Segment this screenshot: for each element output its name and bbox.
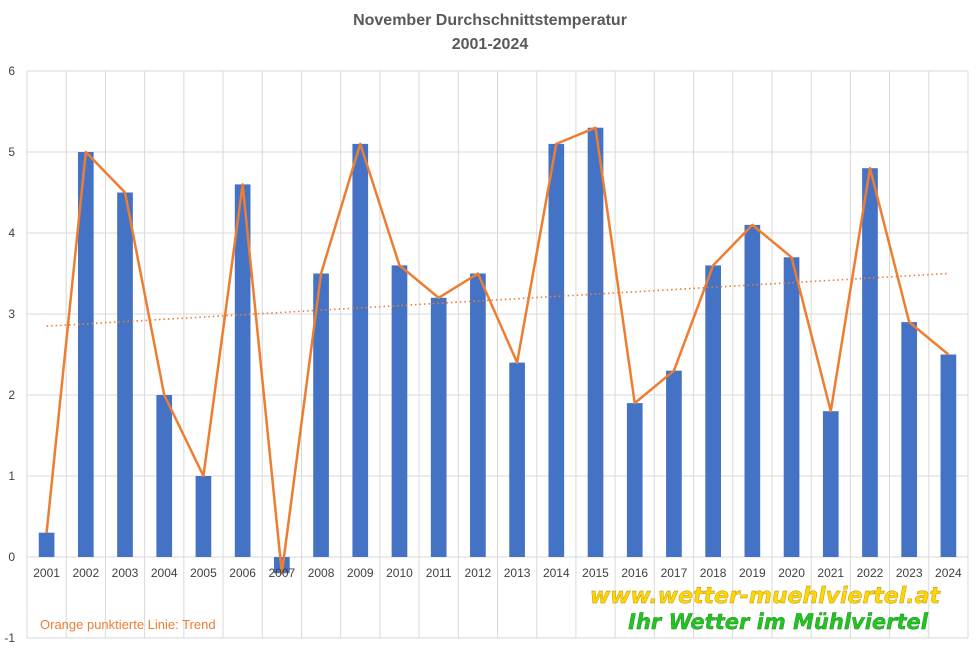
bar-2016: [626, 403, 643, 557]
x-tick-label: 2005: [190, 566, 217, 580]
chart-subtitle: 2001-2024: [452, 36, 529, 53]
x-tick-label: 2024: [935, 566, 962, 580]
x-tick-label: 2012: [465, 566, 492, 580]
trend-annotation: Orange punktierte Linie: Trend: [40, 617, 216, 632]
bar-2010: [391, 265, 408, 557]
x-tick-label: 2015: [582, 566, 609, 580]
y-tick-label: 6: [8, 64, 15, 78]
bar-2014: [548, 143, 565, 557]
x-tick-label: 2016: [621, 566, 648, 580]
bars: [38, 127, 957, 574]
bar-2012: [470, 273, 486, 557]
y-tick-label: 2: [8, 388, 15, 402]
chart-title: November Durchschnittstemperatur: [353, 12, 627, 29]
x-axis-ticks: 2001 2002 2003 2004 2005 2006 2007 2008 2009 2010…: [33, 566, 962, 580]
x-tick-label: 2003: [112, 566, 139, 580]
x-tick-label: 2001: [33, 566, 60, 580]
bar-2023: [901, 322, 918, 557]
x-tick-label: 2008: [308, 566, 335, 580]
bar-2008: [313, 273, 329, 557]
bar-2004: [156, 395, 173, 557]
bar-2006: [234, 184, 251, 557]
bar-2018: [705, 265, 721, 557]
y-tick-label: 0: [8, 550, 15, 564]
y-tick-label: 4: [8, 226, 15, 240]
x-tick-label: 2011: [426, 566, 452, 580]
x-tick-label: 2004: [151, 566, 178, 580]
bar-2019: [744, 224, 761, 557]
value-line: [45, 126, 950, 575]
bar-2003: [117, 192, 133, 557]
x-tick-label: 2022: [857, 566, 884, 580]
x-tick-label: 2019: [739, 566, 766, 580]
bar-2013: [509, 362, 525, 557]
y-tick-label: 1: [8, 469, 15, 483]
x-tick-label: 2007: [269, 566, 296, 580]
x-tick-label: 2018: [700, 566, 727, 580]
watermark-url: www.wetter-muehlviertel.at: [590, 584, 942, 609]
x-tick-label: 2021: [817, 566, 844, 580]
bar-2001: [38, 532, 55, 557]
bar-2002: [77, 152, 94, 557]
x-tick-label: 2009: [347, 566, 374, 580]
bar-2015: [587, 127, 604, 557]
x-tick-label: 2006: [229, 566, 256, 580]
y-axis-ticks: -1 0 1 2 3 4 5 6: [4, 64, 15, 645]
bar-2011: [430, 297, 447, 557]
x-tick-label: 2002: [72, 566, 99, 580]
x-tick-label: 2023: [896, 566, 923, 580]
y-tick-label: -1: [4, 631, 15, 645]
bar-2021: [822, 411, 839, 557]
bar-2009: [352, 143, 369, 557]
y-tick-label: 3: [8, 307, 15, 321]
bar-2020: [783, 257, 800, 557]
x-tick-label: 2014: [543, 566, 570, 580]
x-tick-label: 2017: [661, 566, 688, 580]
bar-2022: [862, 168, 878, 557]
x-tick-label: 2013: [504, 566, 531, 580]
x-tick-label: 2010: [386, 566, 413, 580]
bar-2017: [666, 370, 682, 557]
bar-2024: [940, 354, 957, 557]
series-line: [45, 126, 950, 575]
gridlines: [26, 70, 969, 639]
x-tick-label: 2020: [778, 566, 805, 580]
y-tick-label: 5: [8, 145, 15, 159]
watermark-slogan: Ihr Wetter im Mühlviertel: [628, 610, 929, 634]
bar-2005: [195, 476, 212, 557]
